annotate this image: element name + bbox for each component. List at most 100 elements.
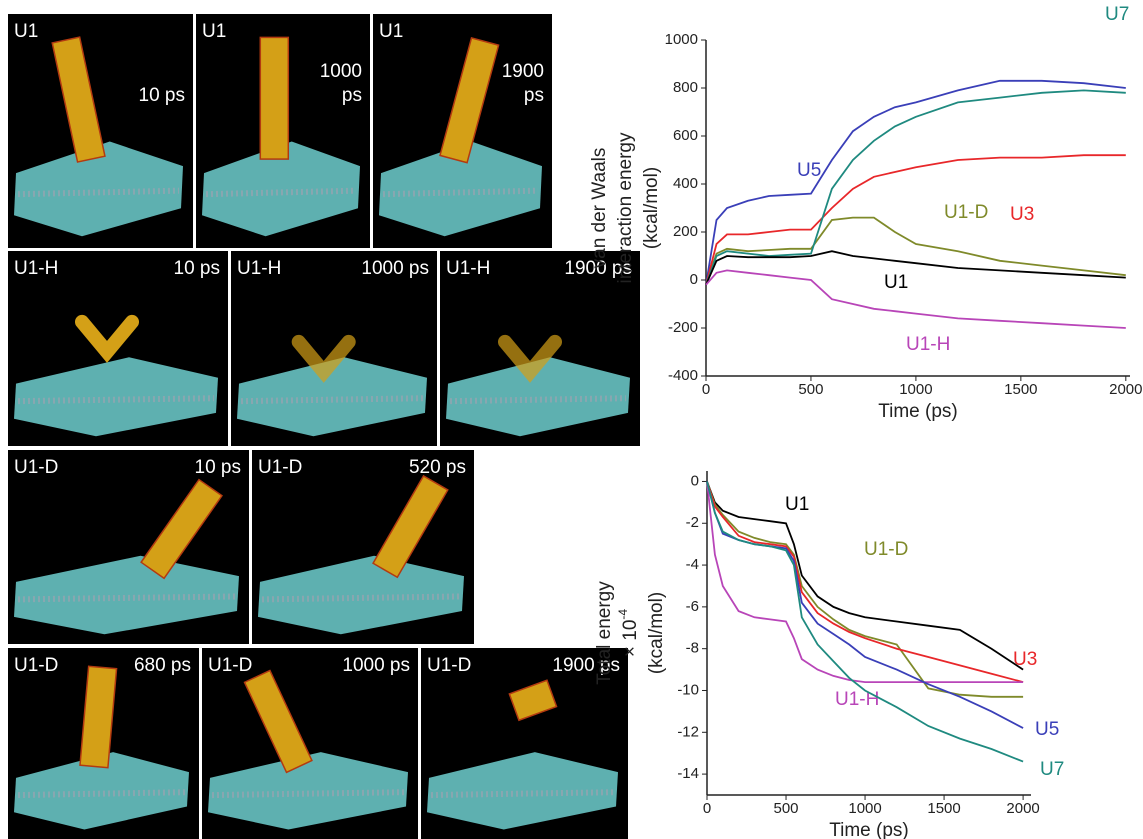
- series-line: [706, 481, 1024, 683]
- nanotube: [75, 314, 139, 363]
- series-label: U3: [1010, 204, 1034, 225]
- membrane-slab: [14, 141, 183, 237]
- panel-time: 1900 ps: [552, 655, 620, 676]
- membrane-slab: [258, 555, 464, 635]
- panel-label: U1: [379, 21, 403, 42]
- series-label: U7: [1040, 759, 1064, 780]
- snapshot-panel: U1-D 680 ps: [8, 648, 199, 839]
- series-line: [705, 216, 1126, 286]
- series-line: [706, 481, 1024, 683]
- x-tick-label: 1500: [1004, 381, 1037, 398]
- nanotube: [372, 474, 449, 579]
- panel-label: U1-D: [258, 457, 302, 478]
- snapshot-panel: U1-D 10 ps: [8, 450, 249, 644]
- series-line: [705, 89, 1126, 286]
- membrane-texture: [261, 593, 461, 603]
- x-tick-label: 2000: [1006, 800, 1039, 817]
- y-tick-label: 0: [691, 472, 699, 489]
- series-label: U1-D: [944, 202, 988, 223]
- y-tick-label: -8: [686, 640, 699, 657]
- snapshot-panel: U1-H 10 ps: [8, 251, 228, 446]
- x-tick-label: 1000: [899, 381, 932, 398]
- series-label: U1-H: [906, 334, 950, 355]
- x-axis-title: Time (ps): [878, 401, 958, 422]
- panel-label: U1: [202, 21, 226, 42]
- panel-label: U1-D: [14, 457, 58, 478]
- x-axis-title: Time (ps): [829, 820, 909, 839]
- panel-time: 10 ps: [195, 457, 241, 478]
- nanotube: [498, 334, 562, 383]
- snapshot-panel: U1 1000 ps: [196, 14, 370, 248]
- y-axis-title: interaction energy: [615, 132, 636, 284]
- y-axis-title: (kcal/mol): [641, 167, 662, 249]
- panel-time: 680 ps: [134, 655, 191, 676]
- panel-time: 1000: [320, 61, 362, 82]
- y-tick-label: -4: [686, 556, 699, 573]
- membrane-texture: [205, 187, 357, 198]
- panel-label: U1-H: [446, 258, 490, 279]
- snapshot-panel: U1-D 520 ps: [252, 450, 474, 644]
- y-axis-exponent: -4: [616, 609, 630, 620]
- panel-label: U1-D: [427, 655, 471, 676]
- y-tick-label: -6: [686, 598, 699, 615]
- series-line: [705, 269, 1126, 329]
- y-tick-label: 800: [673, 79, 698, 96]
- snapshot-panel: U1 10 ps: [8, 14, 193, 248]
- panel-label: U1-D: [208, 655, 252, 676]
- membrane-slab: [202, 141, 360, 237]
- x-tick-label: 1000: [848, 800, 881, 817]
- panel-time: 1000 ps: [361, 258, 429, 279]
- membrane-slab: [14, 357, 218, 437]
- nanotube: [259, 36, 290, 160]
- series-line: [706, 481, 1024, 698]
- panel-time: 1000 ps: [342, 655, 410, 676]
- panel-time: ps: [342, 85, 362, 106]
- series-label: U7: [1105, 4, 1129, 25]
- nanotube: [243, 669, 313, 774]
- x-tick-label: 1500: [927, 800, 960, 817]
- nanotube: [140, 478, 223, 580]
- membrane-slab: [427, 752, 618, 830]
- nanotube: [51, 36, 106, 163]
- membrane-texture: [240, 395, 424, 405]
- y-axis-title: × 10-4: [616, 609, 641, 658]
- y-tick-label: 200: [673, 223, 698, 240]
- x-tick-label: 2000: [1109, 381, 1142, 398]
- membrane-slab: [208, 752, 408, 830]
- membrane-texture: [211, 789, 405, 799]
- x-tick-label: 0: [702, 381, 710, 398]
- y-tick-label: -10: [677, 681, 699, 698]
- series-label: U3: [1013, 649, 1037, 670]
- x-tick-label: 0: [703, 800, 711, 817]
- y-tick-label: -12: [677, 723, 699, 740]
- panel-time: ps: [524, 85, 544, 106]
- y-tick-label: 600: [673, 127, 698, 144]
- membrane-texture: [17, 789, 186, 799]
- x-tick-label: 500: [798, 381, 823, 398]
- series-line: [706, 481, 1024, 763]
- y-tick-label: 1000: [665, 31, 698, 48]
- snapshot-panel: U1 1900 ps: [373, 14, 552, 248]
- series-label: U5: [1035, 719, 1059, 740]
- panel-label: U1-D: [14, 655, 58, 676]
- membrane-slab: [14, 555, 239, 635]
- panel-label: U1-H: [14, 258, 58, 279]
- series-line: [705, 79, 1126, 285]
- nanotube: [508, 679, 558, 722]
- snapshot-panel: U1-D 1000 ps: [202, 648, 418, 839]
- panel-time: 10 ps: [139, 85, 185, 106]
- snapshot-panel: U1-H 1900 ps: [440, 251, 640, 446]
- series-line: [705, 250, 1126, 286]
- membrane-texture: [17, 593, 236, 603]
- membrane-texture: [449, 395, 627, 405]
- snapshot-panel: U1-D 1900 ps: [421, 648, 628, 839]
- y-axis-title: van der Waals: [589, 148, 610, 269]
- snapshot-panel: U1-H 1000 ps: [231, 251, 437, 446]
- panel-time: 1900 ps: [564, 258, 632, 279]
- series-label: U1: [785, 494, 809, 515]
- x-tick-label: 500: [774, 800, 799, 817]
- panel-time: 10 ps: [174, 258, 220, 279]
- panel-label: U1: [14, 21, 38, 42]
- membrane-texture: [430, 789, 615, 799]
